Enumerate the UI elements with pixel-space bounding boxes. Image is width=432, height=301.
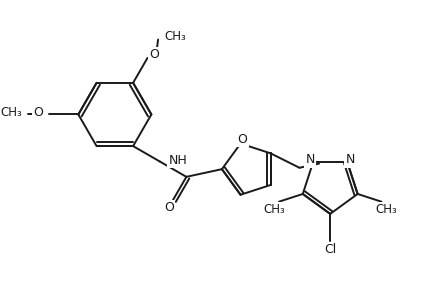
Text: NH: NH <box>168 154 187 167</box>
Text: Cl: Cl <box>324 243 337 256</box>
Text: N: N <box>306 153 315 166</box>
Text: O: O <box>149 48 159 61</box>
Text: CH₃: CH₃ <box>264 203 285 216</box>
Text: O: O <box>164 201 174 214</box>
Text: O: O <box>238 133 248 146</box>
Text: N: N <box>345 153 355 166</box>
Text: O: O <box>33 106 43 119</box>
Text: CH₃: CH₃ <box>0 106 22 119</box>
Text: CH₃: CH₃ <box>375 203 397 216</box>
Text: CH₃: CH₃ <box>165 30 187 43</box>
